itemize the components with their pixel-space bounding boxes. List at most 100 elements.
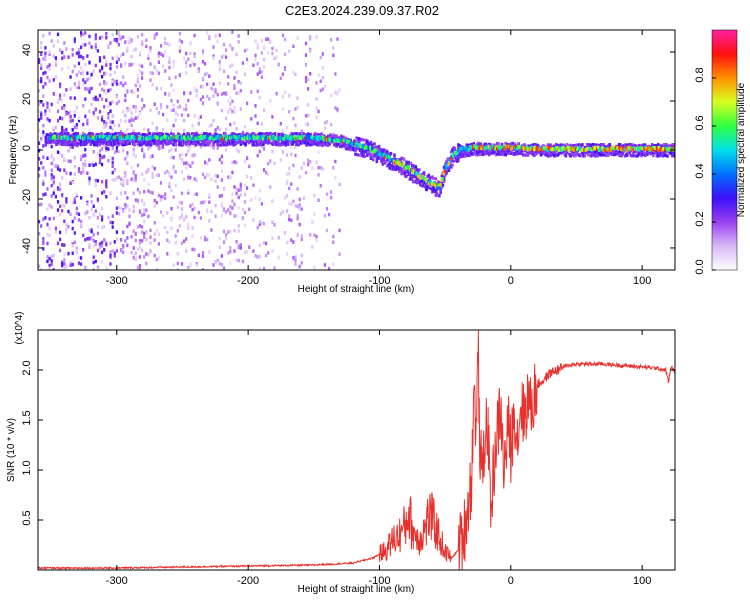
spectrogram-cell [107, 215, 110, 220]
spectrogram-cell [48, 67, 51, 71]
spectrogram-cell [42, 57, 45, 61]
spectrogram-cell [185, 166, 188, 170]
spectrogram-cell [222, 229, 226, 234]
spectrogram-cell [180, 40, 184, 44]
spectrogram-cell [411, 177, 414, 181]
spectrogram-cell [52, 191, 55, 195]
spectrogram-cell [88, 216, 91, 220]
spectrogram-cell [304, 53, 308, 57]
spectrogram-cell [496, 152, 499, 156]
spectrogram-cell [136, 88, 139, 92]
spectrogram-cell [292, 140, 296, 144]
spectrogram-cell [52, 78, 55, 82]
spectrogram-cell [84, 97, 87, 101]
spectrogram-cell [54, 226, 57, 230]
spectrogram-cell [111, 178, 114, 182]
spectrogram-cell [159, 146, 163, 150]
spectrogram-cell [115, 95, 118, 99]
spectrogram-cell [178, 45, 181, 49]
spectrogram-cell [138, 84, 142, 88]
spectrogram-cell [134, 174, 137, 178]
spectrogram-cell [136, 225, 139, 229]
spectrogram-cell [522, 148, 525, 152]
spectrogram-cell [227, 99, 230, 103]
spectrogram-cell [260, 135, 264, 139]
spectrogram-cell [101, 147, 104, 151]
spectrogram-cell [120, 191, 123, 196]
spectrogram-cell [363, 155, 367, 159]
spectrogram-cell [382, 157, 386, 161]
spectrogram-cell [134, 238, 137, 243]
spectrogram-cell [233, 76, 236, 80]
spectrogram-cell [283, 231, 287, 235]
spectrogram-cell [138, 255, 142, 259]
spectrogram-cell [235, 91, 238, 95]
spectrogram-cell [159, 181, 163, 185]
spectrogram-cell [90, 162, 93, 167]
spectrogram-cell [296, 187, 299, 191]
spectrogram-cell [116, 141, 120, 145]
spectrogram-cell [237, 40, 240, 44]
spectrogram-cell [292, 70, 295, 75]
spectrogram-cell [250, 138, 253, 142]
spectrogram-cell [75, 123, 78, 127]
spectrogram-cell [61, 50, 64, 55]
spectrogram-cell [225, 92, 228, 96]
spectrogram-cell [408, 170, 412, 174]
spectrogram-cell [286, 194, 289, 198]
spectrogram-cell [231, 99, 234, 104]
spectrogram-cell [375, 160, 378, 164]
spectrogram-cell [130, 89, 133, 94]
spectrogram-cell [319, 88, 322, 93]
spectrogram-cell [643, 143, 647, 147]
spectrogram-cell [38, 118, 41, 122]
spectrogram-cell [159, 52, 163, 56]
spectrogram-cell [162, 195, 165, 199]
spectrogram-cell [44, 112, 47, 116]
spectrogram-cell [265, 170, 268, 175]
spectrogram-cell [147, 147, 150, 151]
spectrogram-cell [54, 75, 57, 79]
spectrogram-cell [297, 143, 300, 147]
spectrogram-cell [69, 145, 72, 149]
spectrogram-cell [374, 152, 377, 156]
spectrogram-cell [143, 202, 146, 206]
spectrogram-cell [316, 137, 319, 142]
spectrogram-cell [130, 123, 133, 128]
spectrogram-cell [307, 122, 310, 127]
spectrogram-cell [115, 237, 118, 241]
spectrogram-cell [422, 171, 426, 175]
spectrogram-ylabel: Frequency (Hz) [8, 116, 19, 185]
spectrogram-cell [143, 219, 146, 224]
spectrogram-cell [497, 142, 500, 146]
spectrogram-cell [130, 118, 133, 122]
spectrogram-cell [115, 101, 118, 106]
spectrogram-cell [89, 134, 92, 139]
spectrogram-cell [256, 46, 259, 50]
spectrogram-cell [46, 233, 49, 237]
spectrogram-cell [159, 103, 163, 107]
spectrogram-cell [421, 184, 425, 188]
spectrogram-cell [82, 170, 85, 174]
spectrogram-cell [157, 232, 160, 236]
spectrogram-cell [625, 148, 628, 152]
spectrogram-cell [439, 191, 442, 195]
spectrogram-cell [120, 238, 123, 242]
spectrogram-cell [101, 162, 104, 167]
spectrogram-cell [147, 189, 150, 193]
spectrogram-cell [231, 206, 234, 210]
spectrogram-cell [38, 58, 41, 62]
spectrogram-cell [440, 185, 444, 189]
spectrogram-cell [46, 156, 49, 160]
spectrogram-cell [136, 35, 139, 39]
spectrogram-cell [357, 137, 361, 141]
spectrogram-cell [128, 36, 131, 40]
spectrogram-cell [388, 166, 391, 170]
spectrogram-cell [44, 173, 47, 177]
spectrogram-cell [233, 105, 236, 110]
spectrogram-cell [235, 214, 238, 218]
spectrogram-cell [46, 133, 50, 137]
spectrogram-cell [524, 153, 527, 157]
spectrogram-cell [172, 88, 175, 92]
spectrogram-cell [201, 139, 205, 143]
